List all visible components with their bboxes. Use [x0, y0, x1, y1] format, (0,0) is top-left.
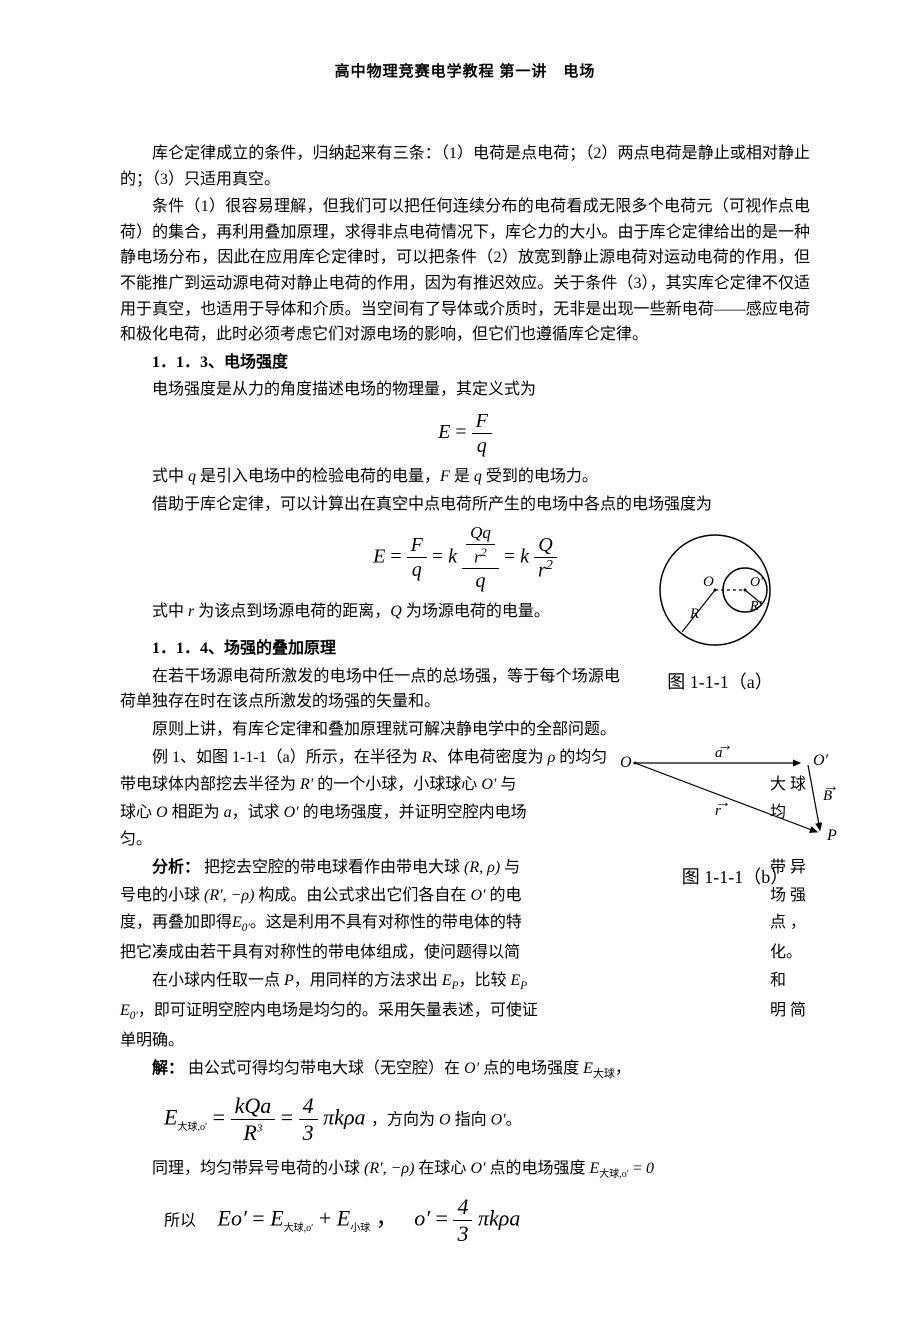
vec-B — [808, 765, 820, 830]
figure-b-caption: 图 1-1-1（b） — [610, 863, 860, 889]
margin-text: 点 ， — [770, 910, 810, 936]
paragraph: 解： 由公式可得均匀带电大球（无空腔）在 O′ 点的电场强度 E大球， — [120, 1056, 810, 1084]
lbl-Op: O′ — [813, 752, 829, 769]
label-O: O — [703, 574, 714, 590]
point-Op — [744, 589, 747, 592]
paragraph: 在小球内任取一点 P，用同样的方法求出 EP，比较 EP — [120, 968, 770, 996]
figure-b-svg: O O′ P → a → B → r — [620, 735, 850, 850]
lbl-a-letter: a — [715, 745, 723, 761]
equation: E = Fq — [120, 409, 810, 458]
margin-text: 化。 — [770, 940, 810, 966]
label-Rp: R′ — [749, 599, 763, 614]
figure-a-svg: O O′ R R′ — [640, 530, 800, 655]
figure-1-1-1a: O O′ R R′ 图 1-1-1（a） — [630, 530, 810, 694]
paragraph: 条件（1）很容易理解，但我们可以把任何连续分布的电荷看成无限多个电荷元（可视作点… — [120, 194, 810, 348]
figure-1-1-1b: O O′ P → a → B → r 图 1-1-1（b） — [610, 735, 860, 889]
paragraph: 借助于库仑定律，可以计算出在真空中点电荷所产生的电场中各点的电场强度为 — [120, 492, 810, 518]
pt-O — [634, 762, 637, 765]
paragraph: 式中 q 是引入电场中的检验电荷的电量，F 是 q 受到的电场力。 — [120, 464, 810, 490]
page-header: 高中物理竞赛电学教程 第一讲 电场 — [120, 60, 810, 81]
equation: E大球,o′ = kQaR3 = 43 πkρa ，方向为 O 指向 O′。 — [164, 1093, 810, 1146]
label-R: R — [689, 606, 699, 622]
margin-text: 和 — [770, 968, 810, 994]
margin-text: 明 简 — [770, 998, 810, 1024]
paragraph: 电场强度是从力的角度描述电场的物理量，其定义式为 — [120, 377, 810, 403]
paragraph: 把它凑成由若干具有对称性的带电体组成，使问题得以简 — [120, 940, 770, 966]
paragraph: 单明确。 — [120, 1028, 810, 1054]
paragraph: 度，再叠加即得E0′。这是利用不具有对称性的带电体的特 — [120, 910, 770, 938]
equation: 所以 Eo′ = E大球,o′ + E小球 ， o′ = 43 πkρa — [164, 1194, 810, 1247]
lbl-B-letter: B — [823, 788, 832, 804]
paragraph: 同理，均匀带异号电荷的小球 (R′, −ρ) 在球心 O′ 点的电场强度 E大球… — [120, 1156, 810, 1183]
paragraph: 库仑定律成立的条件，归纳起来有三条：（1）电荷是点电荷；（2）两点电荷是静止或相… — [120, 141, 810, 192]
figure-a-caption: 图 1-1-1（a） — [630, 668, 810, 694]
section-title: 1．1．3、电场强度 — [120, 350, 810, 376]
lbl-r-letter: r — [715, 803, 721, 819]
paragraph: E0′，即可证明空腔内电场是均匀的。采用矢量表述，可使证 — [120, 998, 770, 1026]
lbl-O: O — [620, 754, 632, 771]
lbl-P: P — [826, 827, 837, 844]
label-Op: O′ — [750, 575, 764, 590]
point-O — [714, 589, 717, 592]
